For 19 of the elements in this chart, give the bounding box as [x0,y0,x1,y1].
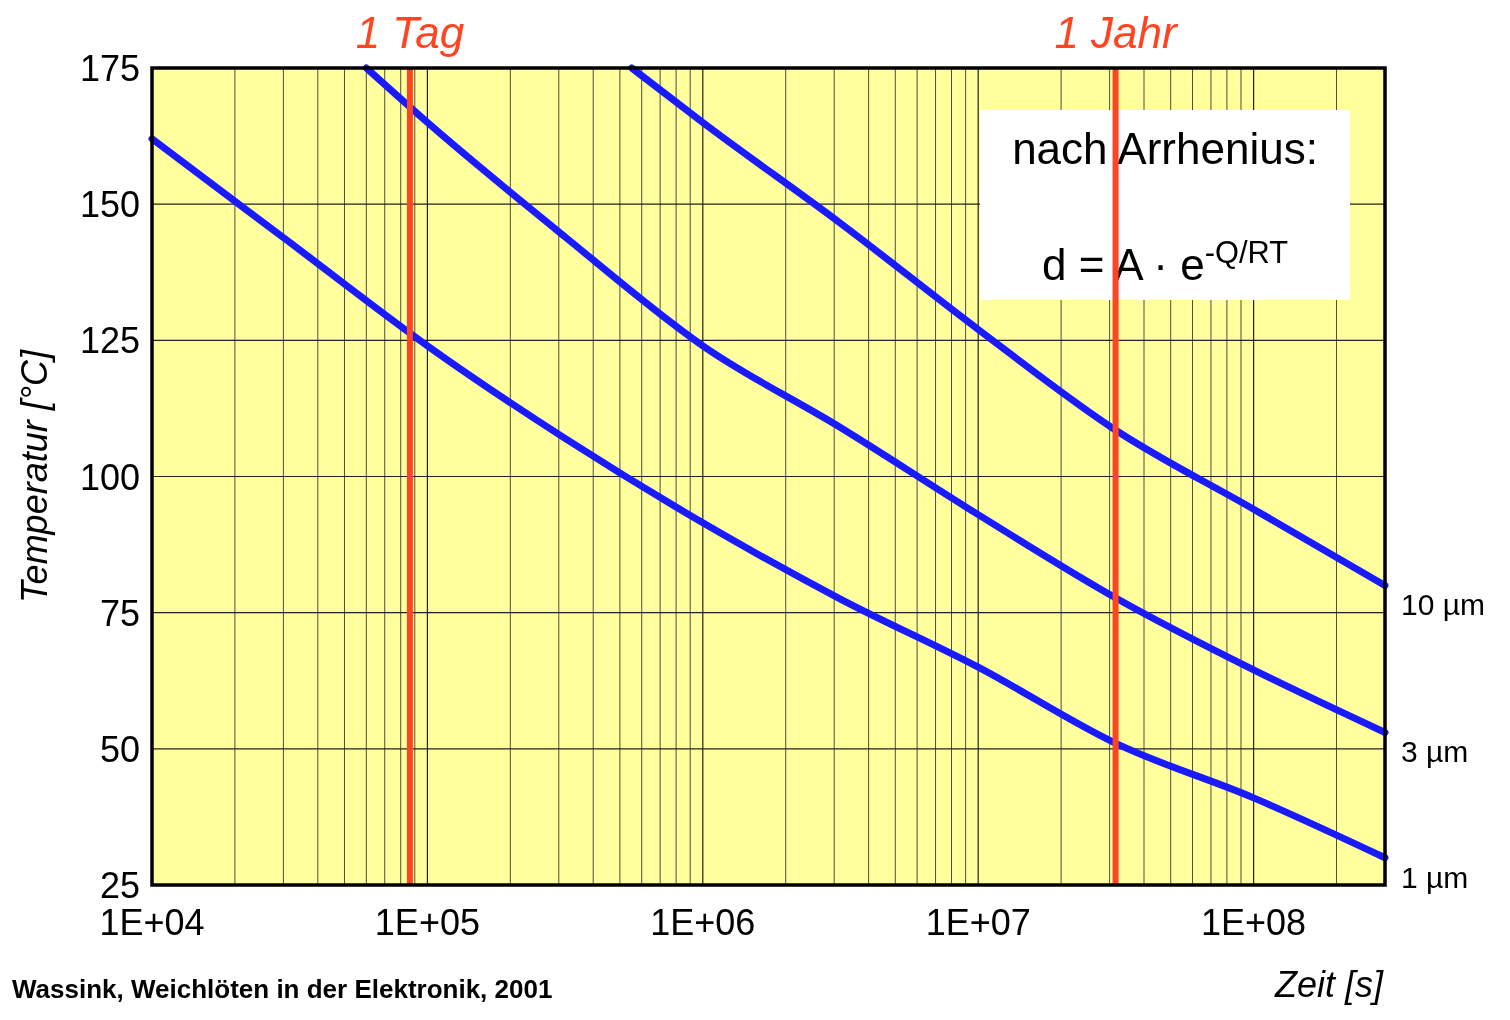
x-axis-title: Zeit [s] [1273,964,1384,1005]
x-tick-label: 1E+07 [925,902,1031,943]
series-label: 3 µm [1401,735,1469,769]
text: Wassink, Weichlöten in der Elektronik, 2001 [12,974,553,1004]
y-tick-label: 100 [79,456,140,498]
x-tick-label: 1E+06 [650,902,756,943]
ref-line-label: 1 Tag [355,8,465,57]
annotation: nach Arrhenius: [1012,124,1318,173]
series-label: 10 µm [1401,588,1485,622]
y-axis-title: Temperatur [°C] [14,348,55,604]
series-label: 1 µm [1401,860,1469,894]
x-tick-label: 1E+08 [1201,902,1307,943]
y-tick-label: 150 [79,184,140,226]
y-tick-label: 75 [99,592,140,634]
y-tick-label: 125 [79,320,140,362]
y-tick-label: 175 [79,48,140,89]
x-tick-label: 1E+05 [374,902,480,943]
ref-line-label: 1 Jahr [1054,8,1180,57]
y-tick-label: 50 [99,728,140,770]
